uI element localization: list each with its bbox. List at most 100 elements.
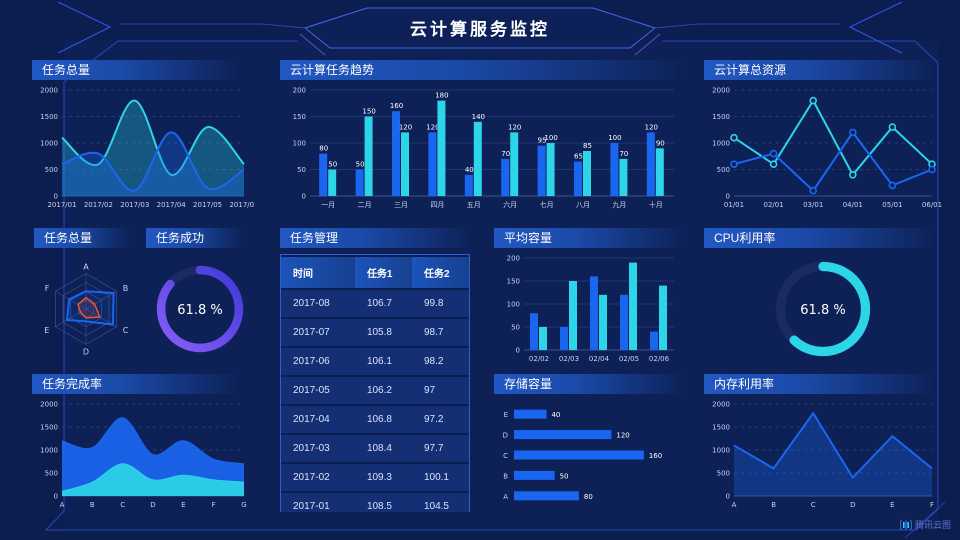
svg-text:100: 100 — [293, 140, 306, 148]
panel-task-total-line: 任务总量 0 500 1000 1500 2000 2017/01 2017/02 2017/… — [32, 60, 259, 212]
svg-text:B: B — [123, 284, 129, 293]
svg-text:A: A — [60, 501, 65, 509]
svg-text:70: 70 — [619, 150, 628, 158]
svg-text:D: D — [83, 347, 89, 356]
brand-logo-icon — [900, 519, 912, 530]
svg-text:100: 100 — [544, 134, 557, 142]
task-total-chart: 0 500 1000 1500 2000 2017/01 2017/02 2017/03 201… — [32, 80, 259, 212]
svg-text:A: A — [83, 263, 89, 272]
svg-text:C: C — [811, 501, 816, 509]
svg-text:B: B — [771, 501, 776, 509]
svg-text:140: 140 — [472, 113, 485, 121]
table-row: 2017-04 106.8 97.2 — [281, 406, 469, 433]
svg-text:2017/01: 2017/01 — [47, 201, 76, 209]
svg-text:2017/05: 2017/05 — [193, 201, 222, 209]
svg-text:C: C — [503, 452, 508, 460]
col-task2: 任务2 — [411, 257, 469, 288]
svg-text:2000: 2000 — [40, 87, 58, 95]
svg-text:100: 100 — [608, 134, 621, 142]
svg-text:A: A — [732, 501, 737, 509]
svg-text:F: F — [930, 501, 934, 509]
svg-text:1500: 1500 — [712, 424, 730, 432]
svg-text:1500: 1500 — [712, 113, 730, 121]
svg-text:1500: 1500 — [40, 113, 58, 121]
task-total-radar-chart: A B C D E F — [34, 248, 138, 366]
svg-text:D: D — [850, 501, 855, 509]
svg-text:50: 50 — [356, 161, 365, 169]
svg-text:120: 120 — [645, 123, 658, 131]
svg-text:F: F — [212, 501, 216, 509]
panel-title: 任务总量 — [34, 228, 130, 248]
panel-title: 存储容量 — [494, 374, 684, 394]
table-header-row: 时间 任务1 任务2 — [281, 257, 469, 288]
svg-text:150: 150 — [362, 108, 375, 116]
svg-text:500: 500 — [45, 166, 58, 174]
svg-text:95: 95 — [538, 137, 547, 145]
svg-text:1000: 1000 — [712, 140, 730, 148]
svg-text:04/01: 04/01 — [843, 201, 863, 209]
svg-text:四月: 四月 — [430, 201, 444, 209]
col-task1: 任务1 — [354, 257, 412, 288]
panel-task-table: 任务管理 时间 任务1 任务2 2017-08 106.7 99.8 2017-07 1… — [280, 228, 470, 512]
panel-title: 云计算任务趋势 — [280, 60, 684, 80]
svg-text:E: E — [44, 326, 49, 335]
task-success-donut: 61.8 % — [146, 248, 254, 366]
table-row: 2017-01 108.5 104.5 — [281, 493, 469, 512]
svg-text:01/01: 01/01 — [724, 201, 744, 209]
panel-storage: 存储容量 E 40 D 120 C 160 B 50 A 80 — [494, 374, 684, 512]
cpu-donut: 61.8 % — [704, 248, 942, 366]
svg-text:40: 40 — [551, 411, 560, 419]
svg-text:1000: 1000 — [40, 140, 58, 148]
svg-text:120: 120 — [399, 123, 412, 131]
svg-text:2000: 2000 — [712, 401, 730, 409]
panel-title: 平均容量 — [494, 228, 684, 248]
svg-text:180: 180 — [435, 92, 448, 100]
svg-text:1000: 1000 — [712, 447, 730, 455]
completion-chart: 0 500 1000 1500 2000 A B C D E F G — [32, 394, 254, 512]
task-table: 时间 任务1 任务2 2017-08 106.7 99.8 2017-07 105.8 9… — [280, 254, 470, 512]
svg-text:2017/06: 2017/06 — [229, 201, 254, 209]
panel-memory: 内存利用率 0 500 1000 1500 2000 A B C D E F — [704, 374, 942, 512]
svg-text:85: 85 — [583, 142, 592, 150]
svg-text:200: 200 — [293, 87, 306, 95]
panel-title: 内存利用率 — [704, 374, 934, 394]
svg-text:0: 0 — [726, 193, 730, 201]
table-row: 2017-02 109.3 100.1 — [281, 464, 469, 491]
panel-task-success: 任务成功 61.8 % — [146, 228, 254, 366]
svg-text:D: D — [150, 501, 155, 509]
svg-text:160: 160 — [390, 102, 403, 110]
svg-text:70: 70 — [501, 150, 510, 158]
brand-logo-text: 腾讯云图 — [915, 520, 952, 530]
svg-text:E: E — [890, 501, 894, 509]
svg-text:一月: 一月 — [321, 201, 335, 209]
svg-text:九月: 九月 — [612, 200, 626, 209]
svg-text:E: E — [504, 411, 508, 419]
svg-text:80: 80 — [319, 145, 328, 153]
svg-text:61.8 %: 61.8 % — [800, 303, 845, 318]
svg-text:50: 50 — [328, 161, 337, 169]
panel-total-resources: 云计算总资源 0 500 1000 1500 2000 01/01 02/01 03/01 04… — [704, 60, 942, 212]
panel-title: 任务成功 — [146, 228, 242, 248]
page-title: 云计算服务监控 — [410, 20, 550, 39]
panel-radar: 任务总量 A B C D E F — [34, 228, 138, 366]
svg-text:2000: 2000 — [40, 401, 58, 409]
svg-text:02/05: 02/05 — [619, 355, 639, 363]
svg-text:06/01: 06/01 — [922, 201, 942, 209]
table-row: 2017-05 106.2 97 — [281, 377, 469, 404]
svg-text:150: 150 — [293, 113, 306, 121]
task-table-body: 2017-08 106.7 99.8 2017-07 105.8 98.7 2017-06 1… — [281, 290, 469, 512]
svg-text:50: 50 — [297, 166, 306, 174]
svg-text:200: 200 — [507, 255, 520, 263]
svg-text:02/02: 02/02 — [529, 355, 549, 363]
svg-text:02/03: 02/03 — [559, 355, 579, 363]
brand-logo: 腾讯云图 — [900, 518, 951, 531]
svg-text:150: 150 — [507, 278, 520, 286]
table-row: 2017-03 108.4 97.7 — [281, 435, 469, 462]
svg-text:B: B — [503, 472, 508, 480]
svg-text:三月: 三月 — [394, 201, 408, 209]
svg-text:160: 160 — [649, 452, 662, 460]
svg-text:八月: 八月 — [576, 201, 590, 209]
svg-text:E: E — [181, 501, 185, 509]
svg-text:0: 0 — [54, 493, 58, 501]
